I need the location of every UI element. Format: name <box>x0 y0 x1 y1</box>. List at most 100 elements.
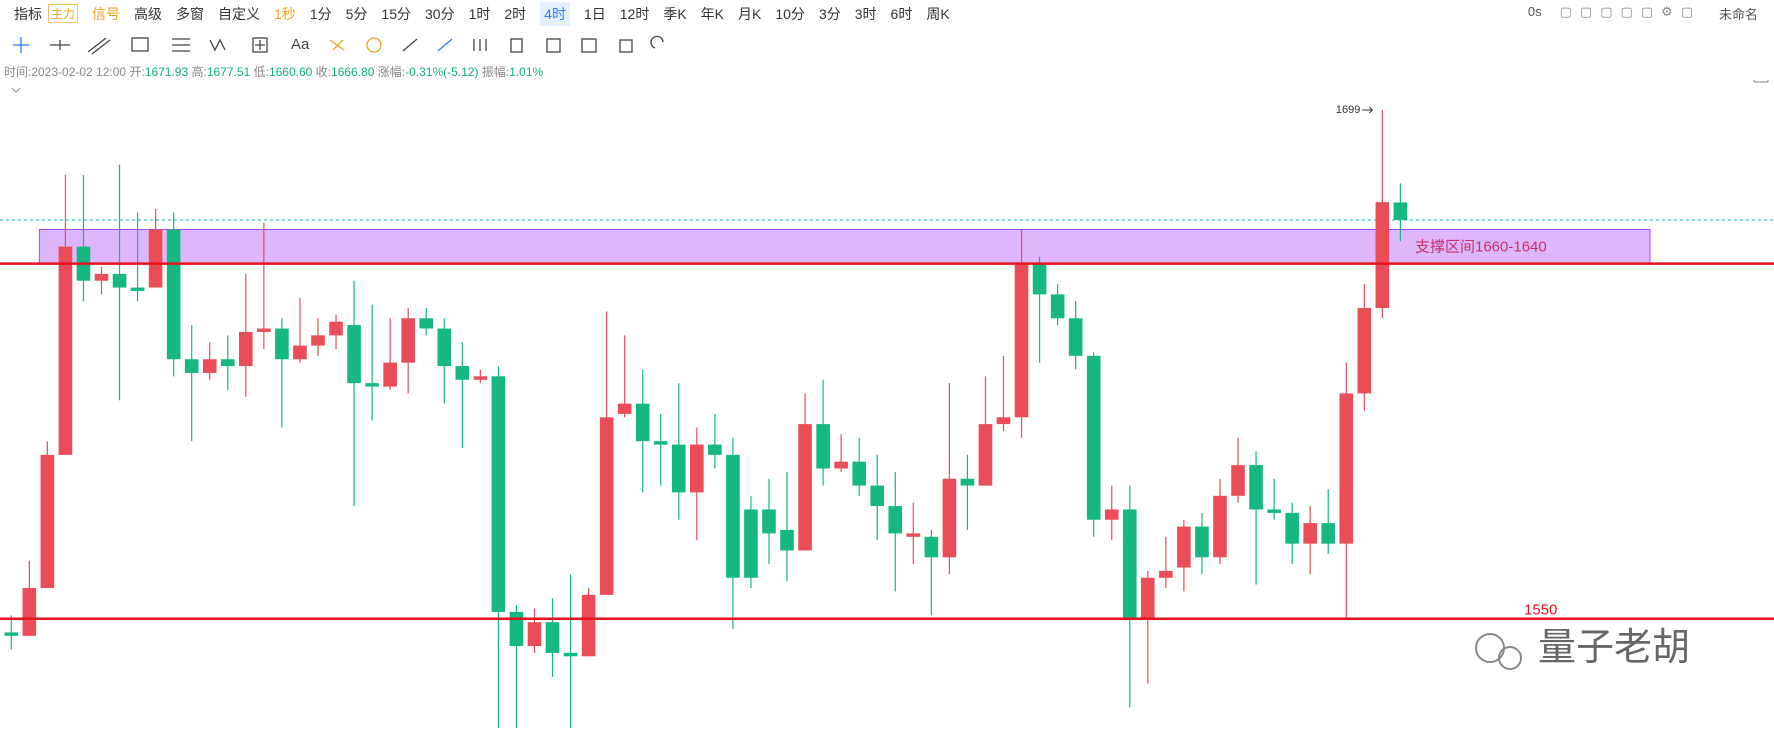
timer[interactable]: 0s <box>1527 4 1542 19</box>
candle-body <box>780 529 794 551</box>
toolbar-item[interactable]: 2时 <box>504 5 527 22</box>
candle-body <box>834 461 848 469</box>
candle-body <box>1285 512 1299 544</box>
font-tool[interactable]: Aa <box>291 36 310 53</box>
candle-body <box>22 588 37 636</box>
toolbar-item[interactable]: 15分 <box>381 5 411 22</box>
toolbar-item[interactable]: 6时 <box>890 5 913 22</box>
candle-body <box>202 359 217 373</box>
candle-body <box>401 318 415 363</box>
candle-body <box>40 454 55 589</box>
toolbar-item[interactable]: 1分 <box>309 5 332 22</box>
toolbar-item[interactable]: 自定义 <box>218 5 261 22</box>
toolbar-item[interactable]: 年K <box>700 5 725 22</box>
candle-body <box>653 441 668 445</box>
candle-body <box>563 652 578 657</box>
candle-body <box>329 321 343 336</box>
candle-body <box>1321 523 1336 544</box>
candle-body <box>1231 465 1245 496</box>
toolbar-item[interactable]: 月K <box>738 5 762 22</box>
candle-body <box>906 533 921 537</box>
value: 1.01% <box>509 65 544 79</box>
candle-body <box>635 403 650 442</box>
candle-body <box>617 403 632 414</box>
label: 涨幅: <box>377 65 406 79</box>
chevron[interactable] <box>11 87 21 93</box>
max-label: 1699 <box>1336 104 1360 116</box>
candle-body <box>257 328 271 332</box>
candle-body <box>870 485 885 507</box>
candle-body <box>1104 509 1119 520</box>
candle-body <box>1339 393 1354 544</box>
icons[interactable]: ▢▢▢▢▢⚙▢ <box>1559 4 1701 19</box>
toolbar-item[interactable]: 4时 <box>540 1 570 26</box>
drawing-toolbar: Aa <box>13 35 664 55</box>
toolbar-item[interactable]: 信号 <box>92 5 121 22</box>
candle-body <box>1068 318 1083 356</box>
toolbar-item[interactable]: 季K <box>663 5 687 22</box>
candle-body <box>690 444 704 493</box>
candle-body <box>148 229 163 288</box>
candle-body <box>58 246 73 455</box>
candle-body <box>112 273 127 288</box>
toolbar-item[interactable]: 周K <box>926 5 950 22</box>
candle-body <box>1032 263 1047 295</box>
toolbar-item[interactable]: 1秒 <box>274 5 296 22</box>
toolbar-item[interactable]: 1时 <box>468 5 491 22</box>
candle-body <box>599 417 614 595</box>
toolbar-item[interactable]: 多窗 <box>176 5 205 22</box>
candle-body <box>419 318 434 329</box>
fullscreen-icon[interactable] <box>1753 80 1769 83</box>
candle-body <box>1014 263 1029 418</box>
label: 高: <box>191 65 207 79</box>
label: 低: <box>253 65 269 79</box>
toolbar-item[interactable]: 高级 <box>134 5 163 22</box>
right-tools: 0s ▢▢▢▢▢⚙▢ 未命名 <box>1528 4 1758 23</box>
candle-body <box>816 424 830 469</box>
label: 开: <box>129 65 145 79</box>
toolbar-item[interactable]: 30分 <box>424 5 455 22</box>
toolbar-item[interactable]: 5分 <box>345 5 368 22</box>
candle-body <box>1159 570 1173 578</box>
candle-body <box>509 611 524 647</box>
candle-body <box>726 454 740 578</box>
candle-body <box>383 362 397 387</box>
toolbar-item[interactable]: 主力 <box>48 4 79 23</box>
candle-body <box>978 424 993 486</box>
candle-body <box>1303 523 1317 544</box>
candle-body <box>1393 202 1408 220</box>
candle-body <box>1213 495 1227 558</box>
candle-body <box>347 325 361 384</box>
candle-body <box>1050 294 1065 319</box>
layout-name[interactable]: 未命名 <box>1718 7 1758 22</box>
value: 1677.51 <box>206 65 251 79</box>
candle-body <box>527 622 542 647</box>
level-label: 1550 <box>1524 602 1557 619</box>
candle-body <box>671 444 686 493</box>
toolbar-item[interactable]: 3时 <box>854 5 877 22</box>
candle-body <box>473 376 488 380</box>
max-arrow <box>1362 106 1374 114</box>
candle-body <box>437 328 452 367</box>
candle-body <box>1267 509 1281 513</box>
candle-body <box>1141 577 1155 619</box>
candle-body <box>4 632 19 636</box>
toolbar-item[interactable]: 12时 <box>619 5 650 22</box>
interval-toolbar: 指标 主力 信号 高级 多窗 自定义 1秒 1分 5分 15分 30分 1时 2时 4时 1日 12时 季K 年K… <box>0 0 1774 27</box>
toolbar-item[interactable]: 10分 <box>775 5 805 22</box>
label: 振幅: <box>481 65 510 79</box>
candle-body <box>762 509 776 534</box>
candle-body <box>1375 202 1390 309</box>
candle-body <box>545 622 560 653</box>
candle-body <box>960 478 975 486</box>
candle-body <box>293 345 307 360</box>
label: 收: <box>315 65 332 79</box>
toolbar-item[interactable]: 指标 <box>14 5 42 22</box>
candle-body <box>1122 509 1137 619</box>
candle-body <box>744 509 758 578</box>
value: 1671.93 <box>144 65 189 79</box>
candle-body <box>365 383 379 387</box>
candle-body <box>311 335 325 346</box>
toolbar-item[interactable]: 1日 <box>583 5 606 22</box>
toolbar-item[interactable]: 3分 <box>818 5 841 22</box>
